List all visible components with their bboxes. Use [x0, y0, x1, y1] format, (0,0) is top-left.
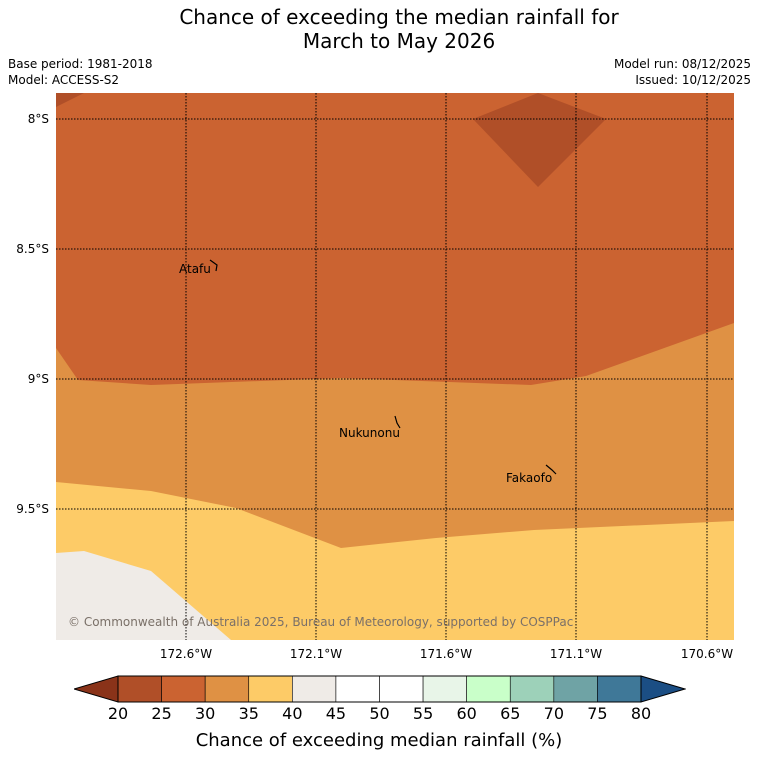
colorbar-tick-label: 35	[238, 704, 259, 723]
region-40-45	[56, 551, 231, 640]
title-line-1: Chance of exceeding the median rainfall …	[179, 5, 619, 29]
graticule	[56, 93, 734, 640]
colorbar-tick-label: 25	[151, 704, 172, 723]
lon-label-172-6w: 172.6°W	[159, 647, 213, 661]
lat-label-9s: 9°S	[27, 372, 49, 386]
colorbar-tick-label: 55	[412, 704, 434, 723]
issued-date: Issued: 10/12/2025	[635, 73, 751, 87]
colorbar-cells	[117, 675, 642, 703]
region-20-25-diamond	[473, 93, 606, 187]
base-period: Base period: 1981-2018	[8, 57, 153, 71]
region-35-40	[56, 482, 734, 640]
lat-label-9-5s: 9.5°S	[16, 502, 49, 516]
lat-label-8s: 8°S	[27, 112, 49, 126]
colorbar-cell	[466, 675, 511, 703]
colorbar-cell	[292, 675, 337, 703]
chart-title: Chance of exceeding the median rainfall …	[0, 5, 758, 53]
colorbar-cell	[422, 675, 467, 703]
colorbar-label: Chance of exceeding median rainfall (%)	[195, 730, 563, 751]
fakaofo-island	[545, 464, 557, 475]
island-outlines	[209, 259, 557, 475]
place-label-fakaofo: Fakaofo	[506, 471, 552, 485]
region-20-25-corner	[56, 93, 84, 107]
place-label-nukunonu: Nukunonu	[339, 426, 400, 440]
model-name: Model: ACCESS-S2	[8, 73, 120, 87]
copyright-notice: © Commonwealth of Australia 2025, Bureau…	[68, 615, 573, 629]
colorbar-cell	[509, 675, 555, 703]
nukunonu-island	[394, 415, 401, 429]
colorbar-tick-label: 70	[543, 704, 565, 723]
colorbar-cell	[335, 675, 380, 703]
colorbar-tick-label: 65	[500, 704, 521, 723]
model-run: Model run: 08/12/2025	[613, 57, 751, 71]
lon-label-170-6w: 170.6°W	[680, 647, 734, 661]
colorbar-cell	[117, 675, 162, 703]
colorbar-tick-label: 40	[282, 704, 303, 723]
colorbar-cell	[161, 675, 206, 703]
meta-left: Base period: 1981-2018 Model: ACCESS-S2	[8, 56, 153, 88]
colorbar-tick-label: 20	[107, 704, 129, 723]
colorbar-cell	[379, 675, 424, 703]
colorbar-cell	[248, 675, 293, 703]
colorbar-frame	[117, 675, 642, 703]
lon-label-172-1w: 172.1°W	[289, 647, 343, 661]
atafu-island	[209, 259, 218, 272]
colorbar-over-arrow	[640, 675, 686, 703]
lon-label-171-1w: 171.1°W	[549, 647, 603, 661]
colorbar-tick-label: 30	[194, 704, 216, 723]
colorbar-cell	[597, 675, 642, 703]
lon-label-171-6w: 171.6°W	[419, 647, 473, 661]
colorbar-tick-label: 45	[325, 704, 347, 723]
colorbar-tick-label: 75	[587, 704, 608, 723]
title-line-2: March to May 2026	[302, 29, 496, 53]
lat-label-8-5s: 8.5°S	[16, 242, 49, 256]
place-label-atafu: Atafu	[179, 262, 211, 276]
colorbar-tick-label: 80	[630, 704, 652, 723]
meta-right: Model run: 08/12/2025 Issued: 10/12/2025	[614, 56, 751, 88]
map-plot: Atafu Nukunonu Fakaofo © Commonwealth of…	[56, 93, 734, 640]
colorbar-tick-label: 60	[456, 704, 477, 723]
colorbar	[74, 675, 686, 703]
colorbar-cell	[553, 675, 598, 703]
colorbar-cell	[204, 675, 250, 703]
colorbar-tick-label: 50	[369, 704, 390, 723]
colorbar-under-arrow	[74, 675, 119, 703]
